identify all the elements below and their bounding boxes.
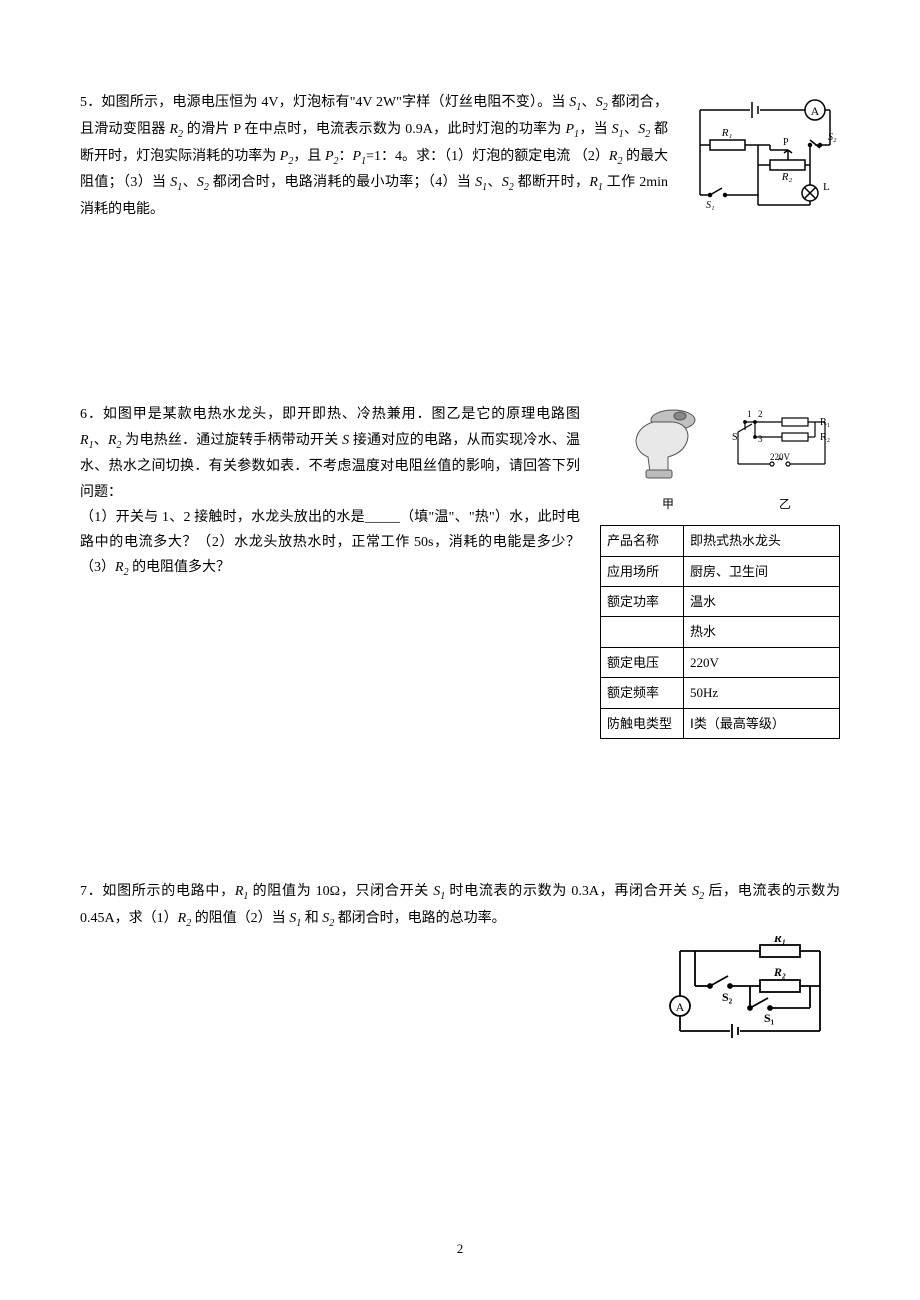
svg-text:A: A	[676, 1000, 685, 1014]
circuit5-svg: A R₁ S₂	[680, 90, 840, 210]
svg-text:A: A	[811, 104, 820, 118]
problem-7: 7．如图所示的电路中，R1 的阻值为 10Ω，只闭合开关 S1 时电流表的示数为…	[80, 879, 840, 1056]
table-cell: 应用场所	[601, 556, 684, 586]
q6-number: 6	[80, 407, 87, 422]
blank-fill: _____	[365, 510, 400, 525]
spec-table: 产品名称即热式热水龙头应用场所厨房、卫生间额定功率温水热水额定电压220V额定频…	[600, 525, 840, 739]
svg-text:S: S	[732, 432, 738, 443]
svg-text:2: 2	[758, 409, 763, 419]
table-cell: 额定频率	[601, 678, 684, 708]
svg-text:1: 1	[747, 409, 752, 419]
faucet-wrap: 甲	[618, 402, 718, 515]
svg-text:3: 3	[758, 434, 763, 444]
table-cell: 额定电压	[601, 647, 684, 677]
table-row: 防触电类型Ⅰ类（最高等级）	[601, 708, 840, 738]
svg-text:R₁: R₁	[721, 127, 733, 139]
table-cell	[601, 617, 684, 647]
table-row: 额定电压220V	[601, 647, 840, 677]
circuit-figure-5: A R₁ S₂	[680, 90, 840, 219]
svg-text:R₂: R₂	[781, 171, 793, 183]
q6-figures: 甲 R₁ 1	[580, 402, 840, 739]
table-row: 额定频率50Hz	[601, 678, 840, 708]
problem-6: 甲 R₁ 1	[80, 402, 840, 739]
svg-text:L: L	[823, 181, 830, 193]
page-number: 2	[0, 1237, 920, 1260]
table-cell: 厨房、卫生间	[684, 556, 840, 586]
circuit7-svg: R₁ A S₂	[660, 936, 840, 1046]
document-page: A R₁ S₂	[0, 0, 920, 1300]
problem-5: A R₁ S₂	[80, 90, 840, 222]
table-cell: 温水	[684, 586, 840, 616]
svg-text:S₁: S₁	[764, 1011, 775, 1025]
fig-label-yi: 乙	[730, 494, 840, 516]
svg-text:R₁: R₁	[773, 936, 786, 945]
svg-text:220V: 220V	[770, 452, 791, 462]
table-cell: Ⅰ类（最高等级）	[684, 708, 840, 738]
svg-text:S₂: S₂	[722, 990, 733, 1004]
svg-text:P: P	[783, 137, 789, 148]
table-row: 应用场所厨房、卫生间	[601, 556, 840, 586]
table-row: 热水	[601, 617, 840, 647]
svg-text:S₁: S₁	[706, 200, 714, 210]
table-row: 额定功率温水	[601, 586, 840, 616]
circuit6-wrap: R₁ 1 2 3 S	[730, 402, 840, 515]
faucet-icon	[618, 402, 718, 482]
table-cell: 220V	[684, 647, 840, 677]
table-cell: 防触电类型	[601, 708, 684, 738]
table-row: 产品名称即热式热水龙头	[601, 526, 840, 556]
fig-label-jia: 甲	[618, 494, 718, 516]
circuit6-svg: R₁ 1 2 3 S	[730, 402, 840, 482]
svg-text:R₂: R₂	[773, 965, 786, 979]
q7-number: 7	[80, 884, 87, 899]
problem-7-text: 7．如图所示的电路中，R1 的阻值为 10Ω，只闭合开关 S1 时电流表的示数为…	[80, 879, 840, 933]
table-cell: 50Hz	[684, 678, 840, 708]
svg-text:S₂: S₂	[828, 132, 837, 143]
table-cell: 即热式热水龙头	[684, 526, 840, 556]
svg-text:R₂: R₂	[820, 432, 830, 443]
table-cell: 额定功率	[601, 586, 684, 616]
circuit-figure-7: R₁ A S₂	[660, 936, 840, 1055]
q5-number: 5	[80, 95, 87, 110]
table-cell: 热水	[684, 617, 840, 647]
table-cell: 产品名称	[601, 526, 684, 556]
